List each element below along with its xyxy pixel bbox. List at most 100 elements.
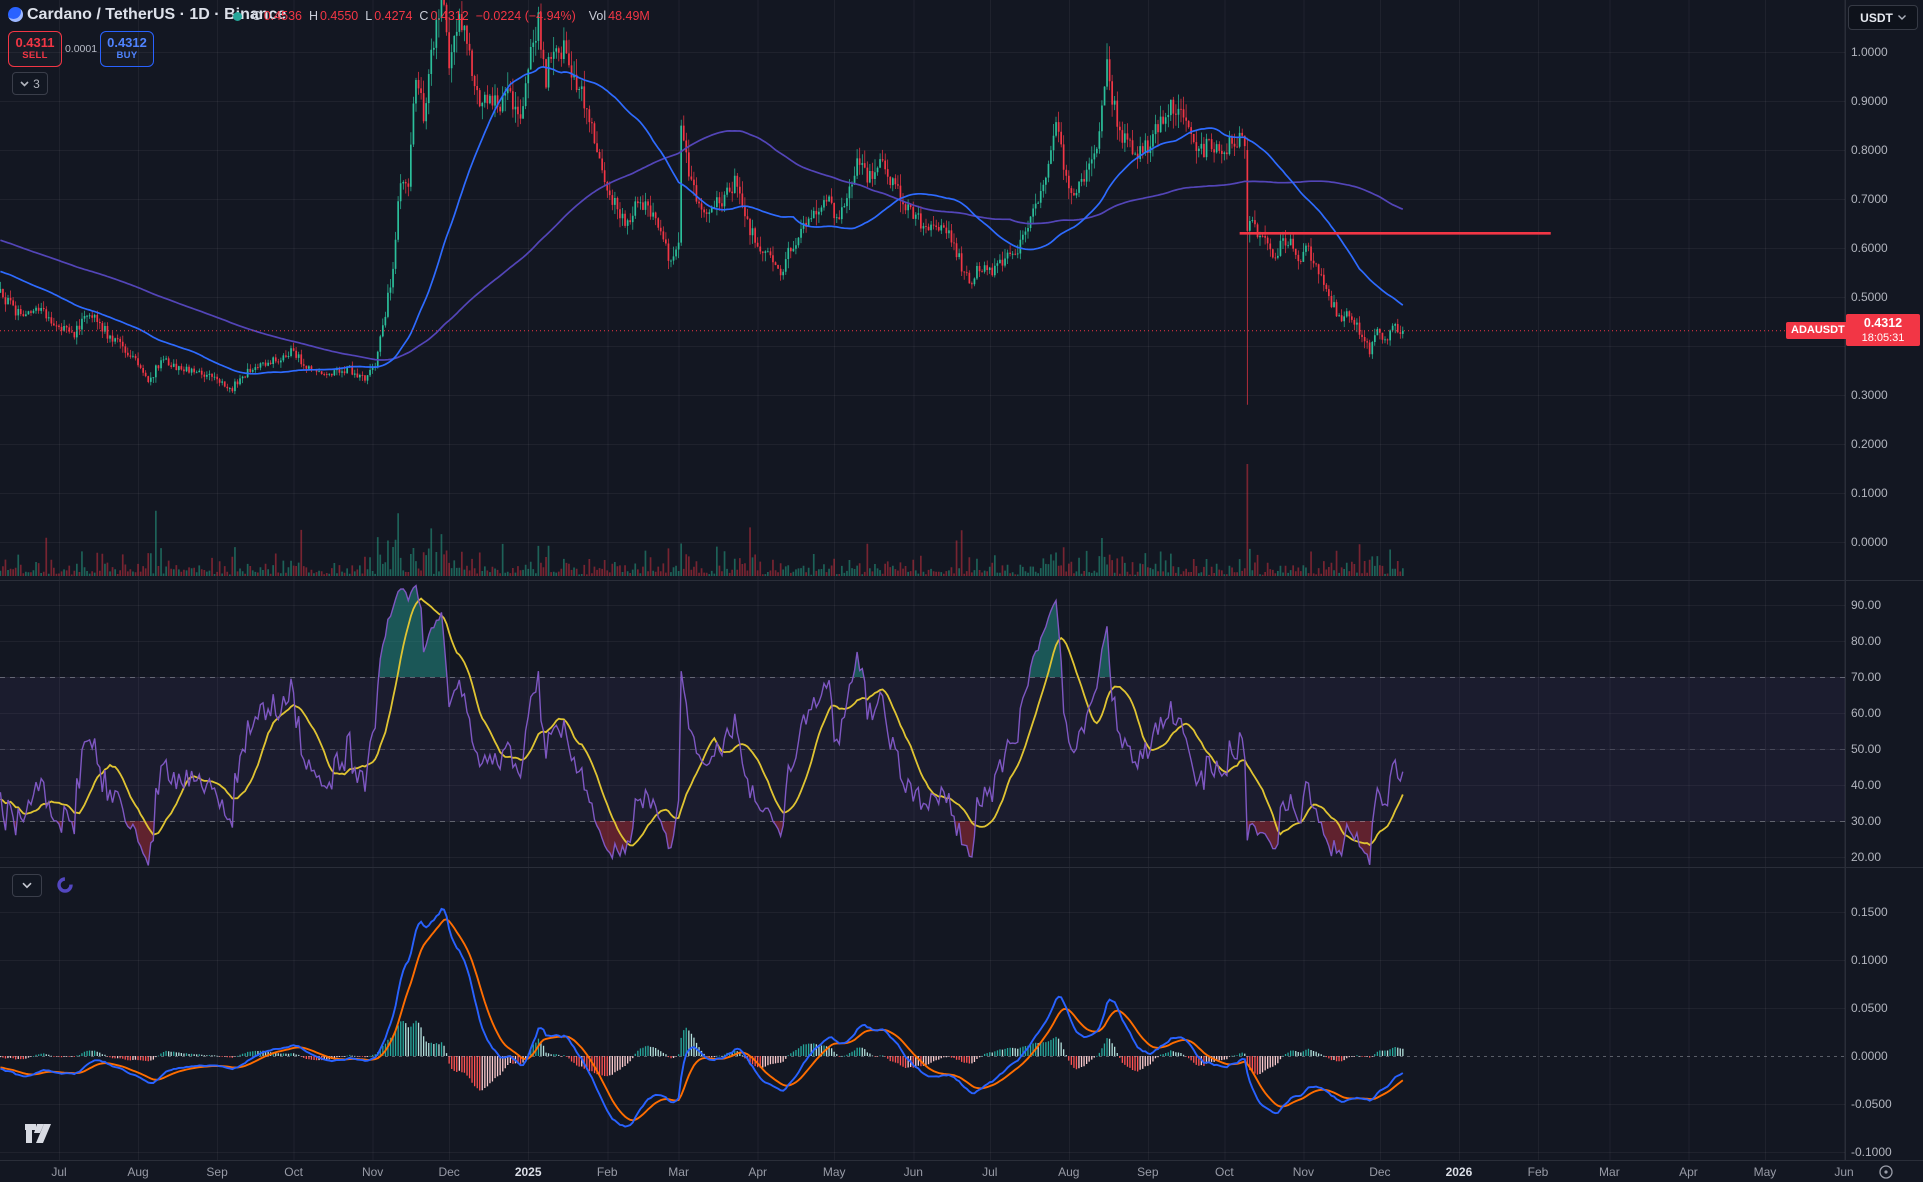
price-tick-label: 0.9000 [1851,94,1888,108]
price-tick-label: 0.8000 [1851,143,1888,157]
buy-label: BUY [116,50,138,61]
macd-line [0,907,1404,1128]
currency-label: USDT [1860,10,1893,25]
volume-label: Vol [588,9,607,23]
time-axis-month-label: Sep [1137,1165,1159,1179]
ohlc-close-label: C [419,9,429,23]
ohlc-close-value: 0.4312 [430,9,469,23]
macd-tick-label: -0.0500 [1851,1097,1892,1111]
last-price-axis-label: 0.4312 18:05:31 [1846,314,1920,346]
time-axis-month-label: Mar [668,1165,689,1179]
macd-tick-label: 0.0500 [1851,1001,1888,1015]
rsi-tick-label: 40.00 [1851,778,1882,792]
volume-value: 48.49M [608,9,650,23]
price-tick-label: 0.2000 [1851,437,1888,451]
buy-price: 0.4312 [107,35,147,51]
time-axis-month-label: Oct [1215,1165,1234,1179]
ohlc-high-label: H [308,9,318,23]
candlestick-series [0,0,1404,405]
macd-pane-collapse-toggle[interactable] [12,874,42,897]
change-value: −0.0224 (−4.94%) [475,9,576,23]
timezone-settings-icon[interactable] [1878,1164,1894,1180]
time-axis-month-label: Aug [127,1165,149,1179]
rsi-band-fill [0,677,1845,821]
symbol-logo-icon [8,7,23,22]
rsi-line [0,584,1404,866]
rsi-tick-label: 50.00 [1851,742,1882,756]
time-axis-month-label: Sep [206,1165,228,1179]
chevron-down-icon [20,80,29,87]
buy-button[interactable]: 0.4312 BUY [100,31,154,67]
time-axis-month-label: Apr [748,1165,768,1179]
time-axis-month-label: Jun [1834,1165,1854,1179]
time-axis-month-label: Jul [51,1165,67,1179]
time-axis-month-label: Nov [361,1165,384,1179]
time-axis-year-label: 2025 [514,1165,542,1179]
rsi-oversold-fill [0,821,1403,866]
time-axis-month-label: Feb [1527,1165,1549,1179]
time-axis-month-label: Aug [1058,1165,1080,1179]
time-axis-month-label: Nov [1292,1165,1315,1179]
legend-collapse-toggle[interactable]: 3 [12,72,48,95]
chevron-down-icon [1897,15,1906,20]
macd-tick-label: 0.1500 [1851,905,1888,919]
sell-button[interactable]: 0.4311 SELL [8,31,62,67]
ohlc-high-value: 0.4550 [320,9,359,23]
rsi-tick-label: 80.00 [1851,634,1882,648]
indicator-loader-icon [57,877,73,893]
time-axis-month-label: Feb [596,1165,618,1179]
macd-tick-label: 0.1000 [1851,953,1888,967]
chevron-down-icon [22,882,32,889]
bar-close-countdown: 18:05:31 [1861,332,1905,344]
symbol-title[interactable]: Cardano / TetherUS · 1D · Binance [27,6,287,23]
currency-toggle-button[interactable]: USDT [1848,5,1918,30]
time-axis[interactable]: Jul Aug Sep Oct Nov Dec 2025 Feb Mar Apr May Jun Jul… [0,1161,1923,1182]
ohlc-open-value: 0.4536 [263,9,302,23]
time-axis-month-label: Dec [1369,1165,1391,1179]
price-tick-label: 0.5000 [1851,290,1888,304]
macd-tick-label: 0.0000 [1851,1049,1888,1063]
price-tick-label: 0.7000 [1851,192,1888,206]
volume-bars-down [2,464,1402,576]
price-tick-label: 0.6000 [1851,241,1888,255]
sma-fast-line [0,66,1404,375]
sma-slow-line [0,130,1404,361]
time-axis-month-label: Jul [982,1165,998,1179]
rsi-tick-label: 70.00 [1851,670,1882,684]
price-tick-label: 0.0000 [1851,535,1888,549]
time-axis-month-label: Mar [1599,1165,1620,1179]
ohlc-open-label: O [252,9,262,23]
market-status-dot-icon[interactable] [233,12,242,21]
time-axis-month-label: Apr [1679,1165,1698,1179]
macd-tick-label: -0.1000 [1851,1145,1892,1159]
time-axis-month-label: Oct [284,1165,303,1179]
ohlc-low-label: L [365,9,373,23]
sell-price: 0.4311 [15,35,55,51]
price-scale[interactable]: 1.0000 0.9000 0.8000 0.7000 0.6000 0.5000 0.30… [1845,0,1923,1160]
sell-label: SELL [22,50,48,61]
macd-histogram [0,1020,1404,1091]
time-axis-month-label: Jun [903,1165,923,1179]
last-price-value: 0.4312 [1863,316,1903,330]
time-axis-month-label: Dec [438,1165,460,1179]
spread-value: 0.0001 [64,43,98,55]
rsi-tick-label: 30.00 [1851,814,1882,828]
hidden-indicators-count: 3 [33,76,40,91]
time-axis-month-label: May [1753,1165,1777,1179]
rsi-tick-label: 20.00 [1851,850,1882,864]
rsi-tick-label: 90.00 [1851,598,1882,612]
ohlc-readout: O 0.4536 H 0.4550 L 0.4274 C 0.4312 −0.0224 (−4.… [252,9,650,23]
last-price-symbol-tag: ADAUSDT [1786,322,1850,339]
tradingview-logo[interactable] [25,1123,51,1145]
macd-signal-line [0,918,1404,1122]
price-tick-label: 0.1000 [1851,486,1888,500]
price-tick-label: 1.0000 [1851,45,1888,59]
trade-widget: 0.4311 SELL 0.0001 0.4312 BUY [8,31,154,67]
rsi-tick-label: 60.00 [1851,706,1882,720]
ohlc-low-value: 0.4274 [374,9,413,23]
price-tick-label: 0.3000 [1851,388,1888,402]
time-axis-year-label: 2026 [1445,1165,1473,1179]
